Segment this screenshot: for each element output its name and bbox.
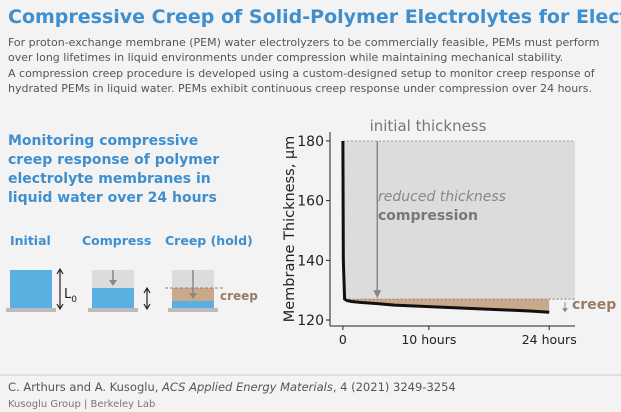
- y-axis-label: Membrane Thickness, µm: [282, 136, 298, 323]
- step-label: Creep (hold): [165, 233, 253, 248]
- thickness-line: [341, 140, 550, 314]
- creep-label: creep: [220, 289, 258, 303]
- x-tick-label: 0: [339, 332, 347, 347]
- annotation: creep: [572, 297, 616, 313]
- length-subscript: 0: [71, 295, 77, 305]
- panel-heading: Monitoring compressive: [8, 133, 198, 149]
- diagram: [6, 267, 225, 312]
- citation-details: , 4 (2021) 3249-3254: [333, 380, 456, 394]
- citation-authors: C. Arthurs and A. Kusoglu,: [8, 380, 162, 394]
- citation: C. Arthurs and A. Kusoglu, ACS Applied E…: [8, 380, 456, 394]
- panel-heading: electrolyte membranes in: [8, 171, 211, 187]
- arrow-head: [562, 308, 568, 313]
- length-symbol: L: [64, 287, 72, 302]
- compression-area: [342, 140, 575, 300]
- arrow-head: [373, 290, 382, 299]
- panel-heading: creep response of polymer: [8, 152, 219, 168]
- y-tick-label: 140: [297, 253, 324, 269]
- intro-line: For proton-exchange membrane (PEM) water…: [8, 36, 599, 49]
- y-tick-label: 180: [297, 134, 324, 150]
- annotation: initial thickness: [370, 117, 487, 135]
- x-tick-label: 10 hours: [401, 332, 456, 347]
- step-label: Initial: [10, 233, 51, 248]
- x-tick-label: 24 hours: [522, 332, 577, 347]
- intro-line: A compression creep procedure is develop…: [8, 67, 596, 80]
- step-label: Compress: [82, 233, 151, 248]
- chart: 120 140 160 180 0 10 hours 24 hours Membrane Th…: [282, 117, 616, 347]
- y-tick-label: 120: [297, 313, 324, 329]
- annotation: reduced thickness: [378, 189, 506, 205]
- y-tick-label: 160: [297, 194, 324, 210]
- intro-line: over long lifetimes in liquid environmen…: [8, 51, 563, 64]
- annotation: compression: [378, 208, 478, 224]
- length-symbol: L0: [64, 287, 77, 305]
- title: Compressive Creep of Solid-Polymer Elect…: [8, 6, 621, 28]
- group: Kusoglu Group | Berkeley Lab: [8, 399, 155, 410]
- intro-line: hydrated PEMs in liquid water. PEMs exhi…: [8, 82, 592, 95]
- panel-heading: liquid water over 24 hours: [8, 190, 217, 206]
- citation-journal: ACS Applied Energy Materials: [161, 380, 333, 394]
